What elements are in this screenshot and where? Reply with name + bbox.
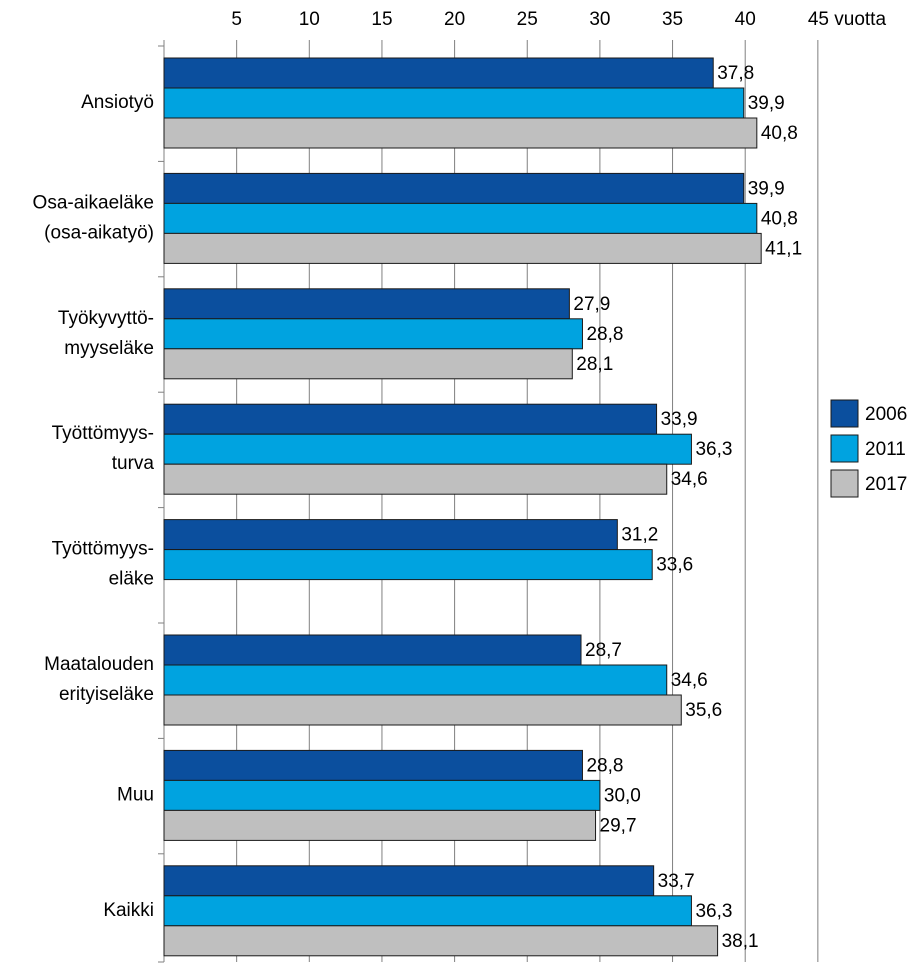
x-tick-label: 10: [299, 9, 320, 30]
value-label: 33,9: [661, 409, 698, 430]
bar: [163, 749, 583, 781]
bar: [163, 433, 692, 465]
x-tick-label: 25: [517, 9, 538, 30]
value-label: 34,6: [671, 469, 708, 490]
value-label: 28,8: [586, 324, 623, 345]
category-label: Työkyvyttö-: [58, 308, 154, 329]
value-label: 33,7: [658, 871, 695, 892]
bar: [163, 865, 655, 897]
legend-label: 2011: [865, 439, 906, 460]
value-label: 28,1: [576, 354, 613, 375]
value-label: 30,0: [604, 785, 641, 806]
bar: [163, 779, 601, 811]
x-tick-label: 30: [589, 9, 610, 30]
value-label: 40,8: [761, 208, 798, 229]
value-label: 36,3: [695, 439, 732, 460]
legend-swatch: [830, 434, 859, 463]
bar: [163, 634, 582, 666]
bar: [163, 172, 745, 204]
bar: [163, 403, 658, 435]
value-label: 27,9: [573, 294, 610, 315]
bar: [163, 288, 570, 320]
value-label: 36,3: [695, 901, 732, 922]
value-label: 41,1: [765, 238, 802, 259]
category-label: Osa-aikaeläke: [33, 192, 154, 213]
category-label: (osa-aikatyö): [44, 222, 154, 243]
bar: [163, 318, 583, 350]
category-label: erityiseläke: [59, 684, 154, 705]
value-label: 38,1: [722, 931, 759, 952]
bar: [163, 87, 745, 119]
value-label: 39,9: [748, 93, 785, 114]
category-label: turva: [112, 453, 155, 474]
bar: [163, 694, 682, 726]
category-label: Ansiotyö: [81, 92, 154, 113]
legend-swatch: [830, 399, 859, 428]
bar: [163, 549, 653, 581]
bar: [163, 232, 762, 264]
value-label: 29,7: [600, 815, 637, 836]
x-tick-label: 5: [231, 9, 242, 30]
x-tick-label: 40: [735, 9, 756, 30]
value-label: 33,6: [656, 555, 693, 576]
value-label: 37,8: [717, 63, 754, 84]
bar: [163, 348, 573, 380]
category-label: Maatalouden: [44, 654, 154, 675]
legend-swatch: [830, 469, 859, 498]
legend-label: 2006: [865, 404, 907, 425]
category-label: myyseläke: [64, 338, 154, 359]
x-tick-label: 45 vuotta: [808, 9, 887, 30]
bar: [163, 57, 714, 89]
bar: [163, 117, 758, 149]
bar: [163, 925, 719, 957]
value-label: 28,7: [585, 640, 622, 661]
x-tick-label: 20: [444, 9, 465, 30]
category-label: eläke: [109, 569, 154, 590]
category-label: Työttömyys-: [52, 423, 154, 444]
value-label: 35,6: [685, 700, 722, 721]
bar: [163, 809, 597, 841]
bar: [163, 519, 618, 551]
bar: [163, 463, 668, 495]
category-label: Kaikki: [103, 900, 154, 921]
value-label: 31,2: [621, 525, 658, 546]
x-tick-label: 35: [662, 9, 683, 30]
value-label: 28,8: [586, 755, 623, 776]
bar: [163, 895, 692, 927]
value-label: 34,6: [671, 670, 708, 691]
category-label: Muu: [117, 784, 154, 805]
x-tick-label: 15: [371, 9, 392, 30]
value-label: 39,9: [748, 178, 785, 199]
value-label: 40,8: [761, 123, 798, 144]
legend-label: 2017: [865, 474, 907, 495]
category-label: Työttömyys-: [52, 539, 154, 560]
bar: [163, 202, 758, 234]
bar: [163, 664, 668, 696]
